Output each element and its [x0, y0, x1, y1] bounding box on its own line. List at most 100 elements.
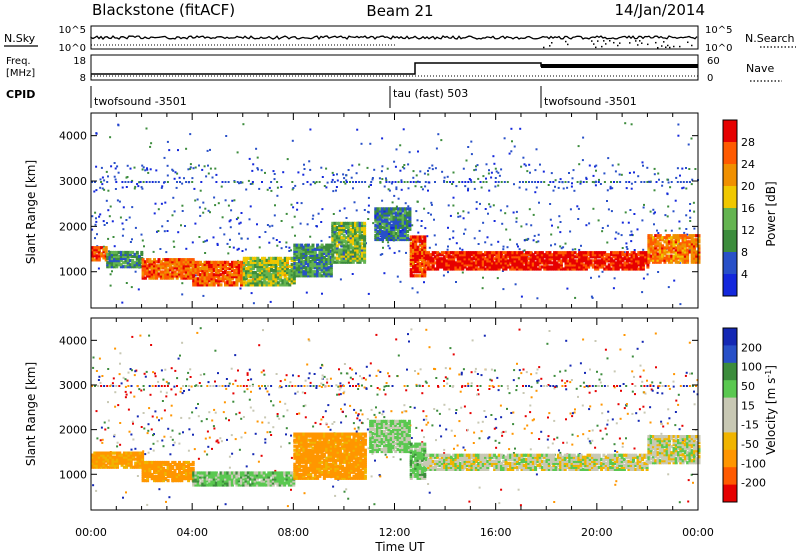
- nsearch-point: [613, 41, 615, 44]
- data-cell: [399, 215, 403, 219]
- data-cell: [153, 264, 156, 268]
- scatter-point: [601, 230, 604, 233]
- data-cell: [408, 215, 412, 219]
- data-cell: [686, 244, 690, 248]
- scatter-point: [136, 183, 139, 185]
- data-cell: [184, 268, 188, 272]
- data-cell: [390, 219, 394, 223]
- data-cell: [168, 258, 172, 262]
- data-cell: [600, 255, 604, 259]
- data-cell: [399, 207, 403, 211]
- data-cell: [378, 211, 382, 215]
- scatter-point: [223, 233, 226, 236]
- data-cell: [263, 260, 267, 264]
- data-cell: [311, 253, 315, 257]
- data-cell: [261, 275, 264, 279]
- data-cell: [461, 261, 465, 265]
- data-cell: [302, 255, 306, 259]
- data-cell: [304, 245, 308, 249]
- data-cell: [333, 234, 337, 238]
- scatter-point: [382, 410, 385, 413]
- scatter-point: [489, 205, 492, 208]
- data-cell: [240, 267, 243, 271]
- scatter-point: [187, 449, 190, 452]
- data-cell: [381, 215, 385, 219]
- scatter-point: [520, 372, 523, 375]
- scatter-point: [292, 206, 295, 209]
- freq-band: [541, 64, 698, 68]
- scatter-point: [138, 181, 141, 184]
- data-cell: [399, 233, 403, 238]
- data-cell: [436, 257, 440, 261]
- data-cell: [619, 255, 623, 259]
- data-cell: [201, 277, 205, 281]
- nsearch-point: [663, 41, 665, 43]
- scatter-point: [345, 232, 348, 235]
- scatter-point: [639, 375, 642, 378]
- data-cell: [254, 273, 258, 277]
- data-cell: [538, 265, 542, 269]
- data-cell: [500, 255, 503, 259]
- scatter-point: [681, 167, 684, 170]
- scatter-point: [444, 367, 447, 370]
- data-cell: [196, 273, 200, 277]
- data-cell: [587, 253, 591, 257]
- scatter-point: [189, 368, 192, 371]
- data-cell: [409, 270, 413, 274]
- scatter-point: [387, 372, 389, 375]
- scatter-point: [107, 426, 110, 429]
- scatter-point: [99, 213, 102, 216]
- data-cell: [150, 274, 154, 278]
- data-cell: [93, 453, 97, 457]
- scatter-point: [475, 207, 478, 210]
- data-cell: [254, 281, 258, 285]
- data-cell: [621, 267, 625, 271]
- data-cell: [141, 272, 145, 276]
- scatter-point: [328, 236, 331, 239]
- scatter-point: [179, 390, 182, 393]
- data-cell: [596, 263, 600, 267]
- scatter-point: [146, 432, 149, 435]
- data-cell: [490, 263, 494, 267]
- data-cell: [614, 265, 618, 269]
- scatter-point: [690, 473, 693, 476]
- data-cell: [575, 259, 579, 263]
- data-cell: [378, 225, 382, 229]
- data-cell: [502, 259, 506, 263]
- scatter-point: [154, 202, 157, 205]
- data-cell: [162, 264, 166, 268]
- scatter-point: [407, 163, 410, 166]
- scatter-point: [335, 186, 338, 188]
- data-cell: [374, 217, 378, 221]
- scatter-point: [325, 186, 328, 189]
- data-cell: [290, 256, 294, 260]
- data-cell: [288, 273, 292, 277]
- data-cell: [210, 283, 214, 287]
- scatter-point: [688, 341, 691, 344]
- data-cell: [403, 211, 407, 215]
- data-cell: [327, 272, 331, 276]
- scatter-point: [666, 215, 669, 218]
- nsearch-point: [665, 46, 667, 48]
- scatter-point: [238, 182, 240, 185]
- data-cell: [182, 268, 186, 272]
- data-cell: [235, 262, 239, 267]
- data-cell: [423, 270, 427, 274]
- data-cell: [656, 258, 660, 262]
- data-cell: [210, 273, 214, 277]
- data-cell: [456, 251, 460, 255]
- data-cell: [612, 251, 616, 255]
- data-cell: [647, 258, 651, 262]
- scatter-point: [140, 186, 143, 189]
- scatter-point: [437, 133, 440, 136]
- data-cell: [385, 223, 389, 227]
- data-cell: [230, 273, 234, 277]
- scatter-point: [175, 186, 178, 189]
- scatter-point: [535, 186, 538, 189]
- data-cell: [286, 256, 289, 260]
- data-cell: [164, 262, 168, 266]
- data-cell: [201, 264, 205, 269]
- data-cell: [217, 269, 221, 273]
- data-cell: [242, 267, 246, 271]
- data-cell: [249, 283, 253, 287]
